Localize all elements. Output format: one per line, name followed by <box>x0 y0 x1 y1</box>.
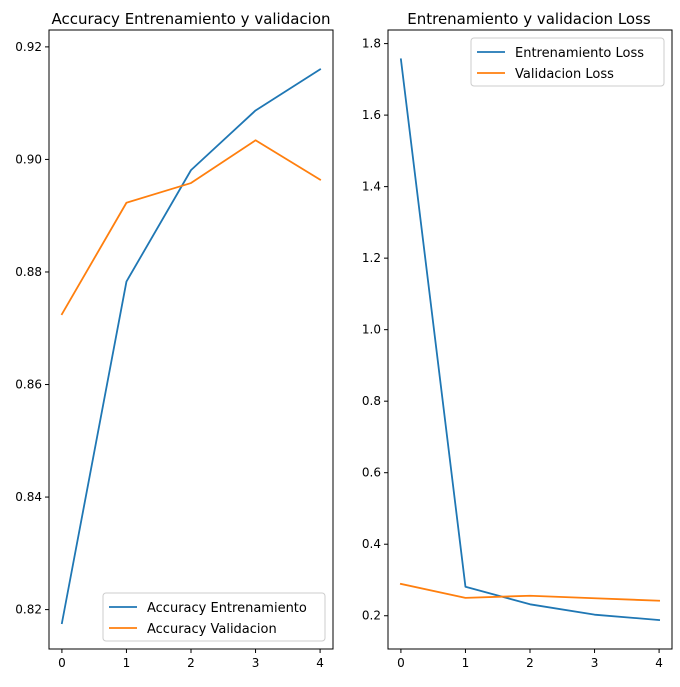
loss-y-tick-label: 0.4 <box>362 537 381 551</box>
loss-x-axis: 0 1 2 3 4 <box>397 649 663 670</box>
loss-chart: Entrenamiento y validacion Loss 0.20.40.… <box>362 10 673 670</box>
loss-y-tick-label: 1.8 <box>362 37 381 51</box>
accuracy-series-line-2 <box>60 139 322 316</box>
loss-y-tick-label: 1.2 <box>362 251 381 265</box>
loss-y-tick-label: 1.4 <box>362 180 381 194</box>
accuracy-x-axis: 0 1 2 3 4 <box>58 649 324 670</box>
accuracy-series-line-1 <box>60 68 322 625</box>
accuracy-chart-title: Accuracy Entrenamiento y validacion <box>51 10 330 28</box>
accuracy-legend: Accuracy Entrenamiento Accuracy Validacio… <box>102 592 326 642</box>
accuracy-x-tick-label: 4 <box>316 656 324 670</box>
loss-plot-lines <box>399 58 661 622</box>
loss-x-tick-label: 0 <box>397 656 405 670</box>
accuracy-plot-frame <box>48 29 334 650</box>
loss-x-tick-label: 2 <box>526 656 534 670</box>
accuracy-legend-label-1: Accuracy Entrenamiento <box>147 601 307 616</box>
loss-y-tick-label: 1.0 <box>362 323 381 337</box>
loss-x-tick-label: 4 <box>655 656 663 670</box>
accuracy-legend-box <box>102 592 326 642</box>
accuracy-x-tick-label: 1 <box>123 656 131 670</box>
accuracy-y-tick-label: 0.86 <box>15 378 42 392</box>
accuracy-y-tick-label: 0.92 <box>15 40 42 54</box>
accuracy-y-tick-label: 0.90 <box>15 152 42 166</box>
loss-y-tick-label: 1.6 <box>362 108 381 122</box>
loss-legend-label-1: Entrenamiento Loss <box>515 46 644 61</box>
loss-legend-label-2: Validacion Loss <box>515 67 614 82</box>
loss-y-tick-label: 0.8 <box>362 394 381 408</box>
loss-chart-title: Entrenamiento y validacion Loss <box>407 10 651 28</box>
accuracy-chart: Accuracy Entrenamiento y validacion 0.82… <box>15 10 334 670</box>
loss-y-axis: 0.2 0.4 0.6 0.8 1.0 1.2 1.4 1.6 1.8 <box>362 37 388 623</box>
loss-y-tick-label: 0.6 <box>362 466 381 480</box>
accuracy-x-tick-label: 3 <box>252 656 260 670</box>
accuracy-plot-lines <box>60 68 322 625</box>
accuracy-x-tick-label: 0 <box>58 656 66 670</box>
loss-y-tick-label: 0.2 <box>362 609 381 623</box>
loss-series-line-1 <box>399 58 661 622</box>
accuracy-y-tick-label: 0.88 <box>15 265 42 279</box>
loss-legend: Entrenamiento Loss Validacion Loss <box>470 37 665 87</box>
accuracy-legend-label-2: Accuracy Validacion <box>147 622 277 637</box>
accuracy-y-axis: 0.82 0.84 0.86 0.88 0.90 0.92 <box>15 40 49 617</box>
accuracy-y-tick-label: 0.82 <box>15 603 42 617</box>
loss-x-tick-label: 1 <box>462 656 470 670</box>
loss-plot-frame <box>387 29 673 650</box>
accuracy-x-tick-label: 2 <box>187 656 195 670</box>
accuracy-y-tick-label: 0.84 <box>15 490 42 504</box>
loss-x-tick-label: 3 <box>591 656 599 670</box>
loss-series-line-2 <box>399 582 661 602</box>
loss-legend-box <box>470 37 665 87</box>
